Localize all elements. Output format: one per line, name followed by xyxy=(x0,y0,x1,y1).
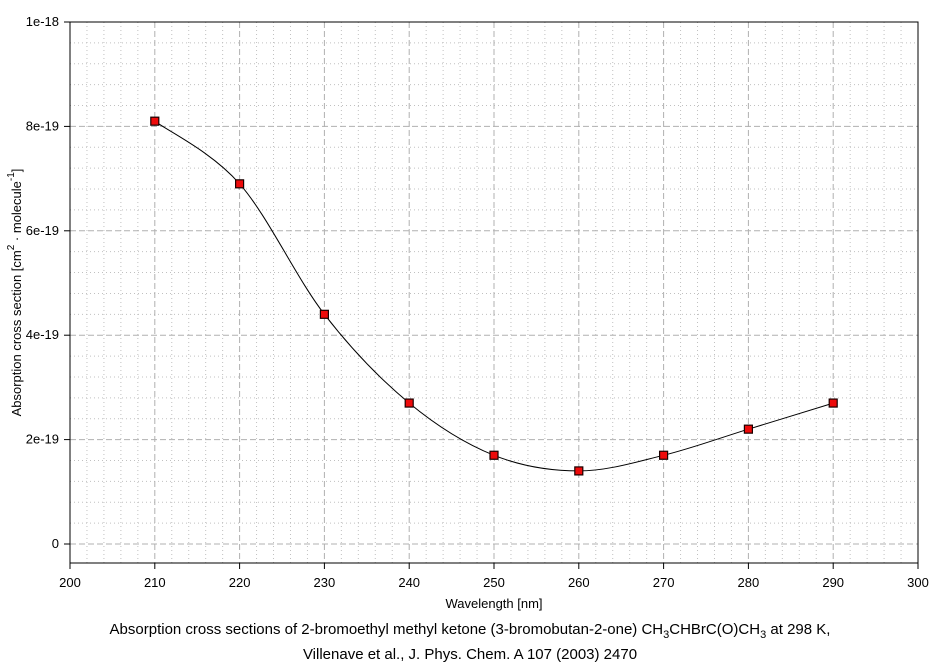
x-tick-label: 250 xyxy=(483,575,505,590)
y-tick-label: 0 xyxy=(52,536,59,551)
caption-text: at 298 K, xyxy=(766,621,831,638)
axis-ticks: 200 210 220 230 240 250 260 270 280 290 300 0 2e-19 4… xyxy=(26,14,929,590)
data-point-marker xyxy=(404,398,414,408)
data-point-marker xyxy=(489,450,499,460)
x-tick-label: 230 xyxy=(314,575,336,590)
x-tick-label: 210 xyxy=(144,575,166,590)
x-tick-label: 270 xyxy=(653,575,675,590)
data-point-marker xyxy=(658,450,669,460)
data-point-marker xyxy=(150,116,160,126)
x-tick-label: 200 xyxy=(59,575,81,590)
x-tick-label: 300 xyxy=(907,575,929,590)
data-point-marker xyxy=(574,466,584,476)
y-tick-label: 2e-19 xyxy=(26,432,59,447)
caption-text: Absorption cross sections of 2-bromoethy… xyxy=(109,621,664,638)
x-tick-label: 260 xyxy=(568,575,590,590)
data-point-marker xyxy=(319,309,329,319)
y-tick-label: 1e-18 xyxy=(26,14,59,29)
y-tick-label: 8e-19 xyxy=(26,118,59,133)
x-tick-label: 220 xyxy=(229,575,251,590)
caption-text: CHBrC(O)CH xyxy=(669,621,761,638)
y-tick-label: 6e-19 xyxy=(26,223,59,238)
caption-subscript: 3 xyxy=(760,629,767,641)
data-point-markers xyxy=(150,116,838,476)
caption-subscript: 3 xyxy=(663,629,670,641)
x-tick-label: 290 xyxy=(822,575,844,590)
figure-caption-line2: Villenave et al., J. Phys. Chem. A 107 (… xyxy=(302,646,638,663)
data-point-marker xyxy=(235,179,245,189)
x-tick-label: 240 xyxy=(398,575,420,590)
x-tick-label: 280 xyxy=(738,575,760,590)
x-axis-title: Wavelength [nm] xyxy=(445,596,543,611)
figure-caption-line1: Absorption cross sections of 2-bromoethy… xyxy=(0,621,940,641)
data-point-marker xyxy=(828,398,838,408)
data-point-marker xyxy=(743,424,754,434)
y-axis-title: Absorption cross section [cm2 · molecule… xyxy=(6,169,24,417)
y-tick-label: 4e-19 xyxy=(26,327,59,342)
data-curve xyxy=(154,120,834,472)
